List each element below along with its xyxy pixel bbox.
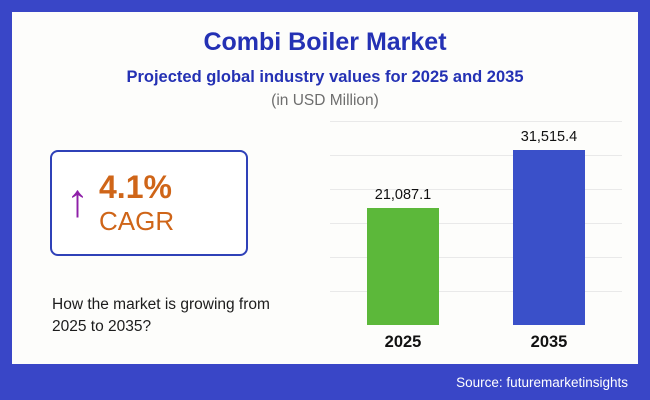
cagr-text: 4.1% CAGR bbox=[99, 169, 174, 237]
cagr-callout-box: ↑ 4.1% CAGR bbox=[50, 150, 248, 256]
chart-categories: 2025 2035 bbox=[330, 333, 622, 352]
bar-group-2025: 21,087.1 bbox=[367, 187, 439, 325]
chart-subtitle: Projected global industry values for 202… bbox=[126, 68, 524, 86]
bar-value-label: 21,087.1 bbox=[374, 187, 432, 203]
content-card: Combi Boiler Market Projected global ind… bbox=[12, 12, 638, 364]
up-arrow-icon: ↑ bbox=[66, 174, 89, 226]
footer-bar: Source: futuremarketinsights bbox=[0, 364, 650, 400]
source-attribution: Source: futuremarketinsights bbox=[456, 374, 628, 390]
bar-2035 bbox=[513, 150, 585, 325]
category-label-2025: 2025 bbox=[384, 333, 422, 351]
chart-plot: 21,087.1 31,515.4 bbox=[330, 120, 622, 325]
bar-2025 bbox=[367, 208, 439, 325]
cagr-value: 4.1% bbox=[99, 169, 172, 205]
growth-note: How the market is growing from 2025 to 2… bbox=[52, 296, 270, 336]
unit-label: (in USD Million) bbox=[271, 92, 379, 109]
bar-value-label: 31,515.4 bbox=[520, 129, 578, 145]
bar-group-2035: 31,515.4 bbox=[513, 129, 585, 325]
page-title: Combi Boiler Market bbox=[203, 28, 447, 56]
category-label-2035: 2035 bbox=[530, 333, 568, 351]
cagr-label: CAGR bbox=[99, 205, 175, 236]
bar-chart: 21,087.1 31,515.4 2025 2035 bbox=[330, 120, 622, 358]
